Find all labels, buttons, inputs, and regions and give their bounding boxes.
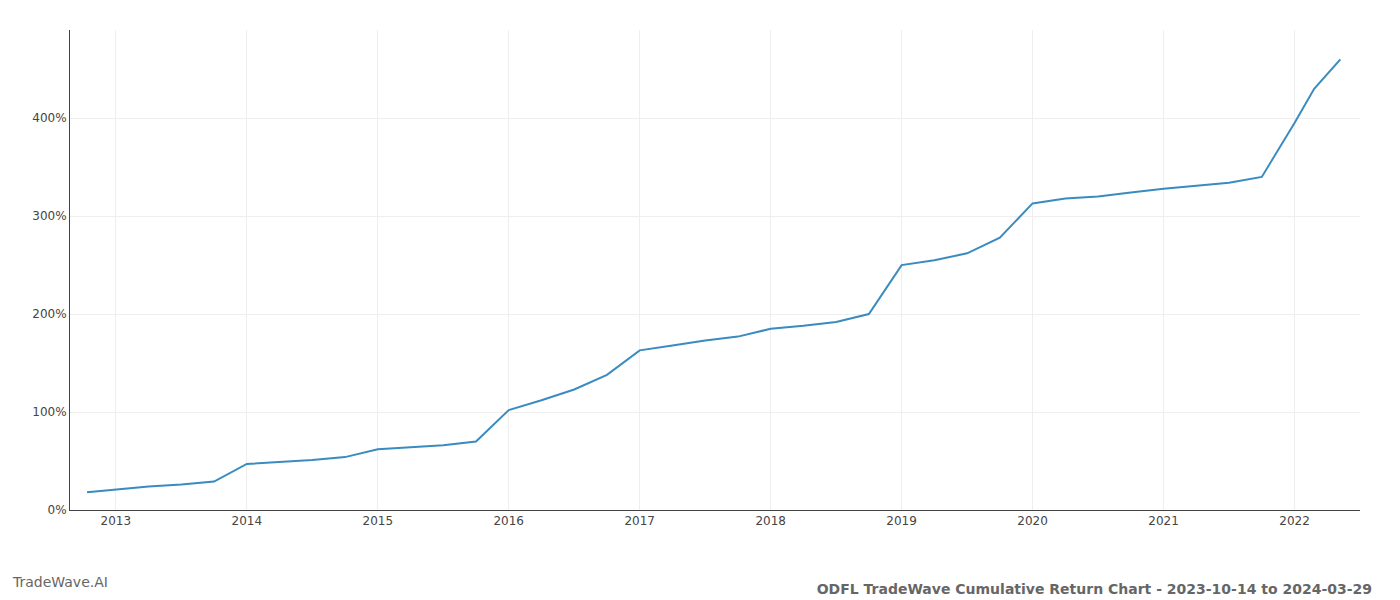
svg-text:TradeWave.AI: TradeWave.AI [12,574,108,590]
svg-text:2016: 2016 [493,514,524,528]
svg-text:2021: 2021 [1148,514,1179,528]
svg-text:2018: 2018 [755,514,786,528]
svg-text:2020: 2020 [1017,514,1048,528]
svg-text:2022: 2022 [1279,514,1310,528]
svg-text:300%: 300% [32,209,66,223]
svg-text:2013: 2013 [101,514,132,528]
svg-text:100%: 100% [32,405,66,419]
svg-text:0%: 0% [48,503,67,517]
svg-text:200%: 200% [32,307,66,321]
svg-text:ODFL TradeWave Cumulative Retu: ODFL TradeWave Cumulative Return Chart -… [817,581,1372,597]
svg-text:2017: 2017 [624,514,655,528]
svg-text:2015: 2015 [362,514,393,528]
svg-text:2014: 2014 [232,514,263,528]
svg-text:400%: 400% [32,111,66,125]
svg-text:2019: 2019 [886,514,917,528]
